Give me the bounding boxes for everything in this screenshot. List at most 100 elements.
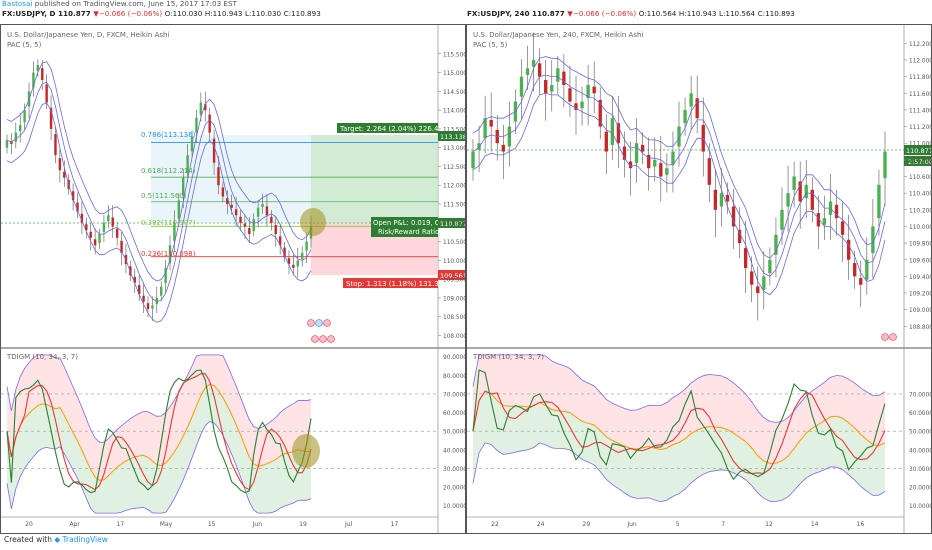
candle-body	[640, 144, 645, 152]
candle-body	[610, 118, 615, 145]
candle-body	[296, 260, 299, 267]
author-link[interactable]: Bastosai	[2, 0, 33, 8]
tdi-lower-band	[6, 421, 312, 514]
price-axis-label: 111.800	[909, 75, 931, 81]
tdi-axis-label: 80.0000	[443, 374, 465, 380]
event-markers[interactable]	[881, 333, 897, 341]
price-axis-labels: 112.200 112.000 111.800 111.600 111.400 111.2…	[904, 42, 931, 331]
candle-body	[677, 126, 681, 147]
price-axis-label: 114.000	[443, 109, 465, 115]
event-markers[interactable]	[307, 319, 335, 343]
daily-candles	[5, 59, 313, 321]
price-axis-label: 110.600	[909, 175, 931, 181]
candle-body	[182, 177, 185, 196]
price-axis-label: 112.000	[909, 58, 931, 64]
candle-body	[846, 239, 851, 260]
fib-label-0382: 0.382(110.907)	[141, 219, 196, 227]
candle-body	[283, 247, 286, 257]
candle-body	[190, 136, 194, 152]
price-axis-label: 109.600	[909, 258, 931, 264]
quote-h4: FX:USDJPY, 240 110.877 ▼−0.066 (−0.06%) …	[467, 9, 795, 19]
fib-label-0618: 0.618(112.214)	[141, 167, 196, 175]
price-axis-label: 112.000	[443, 184, 465, 190]
tdi-upper-fill	[473, 354, 885, 464]
time-axis-label: 24	[537, 521, 545, 528]
candle-body	[54, 134, 57, 156]
open-value: O:110.564	[638, 9, 677, 18]
time-axis-labels: 20 Apr 17 May 15 Jun 19 Jul 17	[25, 521, 398, 528]
tradingview-logo-icon[interactable]: ◆	[54, 535, 61, 544]
candle-body	[810, 189, 814, 210]
candle-body	[568, 88, 572, 102]
candle-body	[287, 258, 291, 265]
candle-body	[208, 114, 211, 133]
candle-body	[525, 68, 530, 75]
tdi-price-line	[472, 369, 886, 481]
open-value: O:110.030	[164, 9, 203, 18]
candle-body	[768, 259, 772, 274]
price-axis-label: 111.200	[909, 125, 931, 131]
countdown-tag-text: 2:57:00	[908, 158, 931, 166]
target-label-bg	[337, 123, 438, 133]
candle-body	[234, 209, 238, 216]
chart-title: U.S. Dollar/Japanese Yen, D, FXCM, Heiki…	[7, 31, 170, 39]
tdi-axis-label: 70.0000	[443, 392, 465, 398]
candle-body	[604, 131, 608, 152]
candle-body	[840, 221, 845, 235]
h4-chart-svg[interactable]: 110.877 2:57:00 112.200 112.000 111.800 111…	[467, 25, 931, 533]
tdi-axis-labels: 90.0000 80.0000 70.0000 60.0000 50.0000 40.00…	[443, 355, 465, 510]
stop-label-bg	[343, 278, 438, 288]
price-axis-label: 109.500	[443, 278, 465, 284]
price-axis-label: 110.200	[909, 208, 931, 214]
quote-daily: FX:USDJPY, D 110.877 ▼−0.066 (−0.06%) O:…	[2, 9, 321, 19]
tdi-price-line	[6, 369, 312, 494]
candle-body	[32, 72, 35, 88]
fib-label-0786: 0.786(113.136)	[141, 131, 196, 139]
candle-body	[780, 209, 784, 230]
time-axis-label: 20	[25, 521, 33, 528]
candle-body	[653, 159, 657, 167]
candle-body	[883, 151, 887, 179]
candle-body	[212, 138, 216, 163]
daily-chart-svg[interactable]: Target: 2.264 (2.04%) 226.4, Open P&L: 0…	[1, 25, 465, 533]
fib-label-0236: 0.236(110.098)	[141, 250, 196, 258]
candle-body	[120, 240, 123, 253]
price-axis-label: 110.000	[443, 259, 465, 265]
price-axis-label: 109.000	[909, 308, 931, 314]
chart-panel-daily[interactable]: Target: 2.264 (2.04%) 226.4, Open P&L: 0…	[0, 24, 466, 534]
candle-body	[164, 267, 167, 283]
candle-body	[659, 163, 663, 177]
candle-body	[598, 99, 602, 127]
time-axis-label: 17	[117, 521, 125, 528]
low-value: L:110.030	[244, 9, 282, 18]
candle-body	[5, 140, 9, 148]
footer: Created with ◆ TradingView	[4, 535, 108, 544]
close-value: C:110.893	[757, 9, 795, 18]
candle-body	[199, 102, 203, 115]
candle-body	[877, 184, 881, 219]
time-axis-label: Jul	[344, 521, 353, 528]
tdi-axis-label: 60.0000	[443, 411, 465, 417]
candle-body	[731, 206, 736, 227]
candle-body	[80, 213, 84, 223]
candle-body	[750, 271, 754, 285]
pac-upper	[472, 56, 886, 259]
pac-label: PAC (5, 5)	[473, 41, 508, 49]
candle-body	[159, 286, 163, 296]
candle-body	[719, 193, 724, 207]
candle-body	[261, 204, 264, 208]
chart-panel-h4[interactable]: 110.877 2:57:00 112.200 112.000 111.800 111…	[466, 24, 932, 534]
candle-body	[19, 125, 22, 132]
tdi-upper-fill	[7, 354, 311, 481]
candle-body	[743, 248, 748, 269]
tdi-axis-label: 20.0000	[909, 486, 931, 492]
pac-upper	[6, 61, 312, 282]
price-axis-label: 112.200	[909, 42, 931, 48]
tdi-upper-band	[6, 354, 312, 443]
tradingview-brand[interactable]: TradingView	[62, 535, 108, 544]
candle-body	[305, 241, 308, 251]
pac-label: PAC (5, 5)	[7, 41, 42, 49]
price-axis-label: 109.400	[909, 275, 931, 281]
candle-body	[804, 184, 808, 199]
price-axis-label: 111.000	[443, 221, 465, 227]
